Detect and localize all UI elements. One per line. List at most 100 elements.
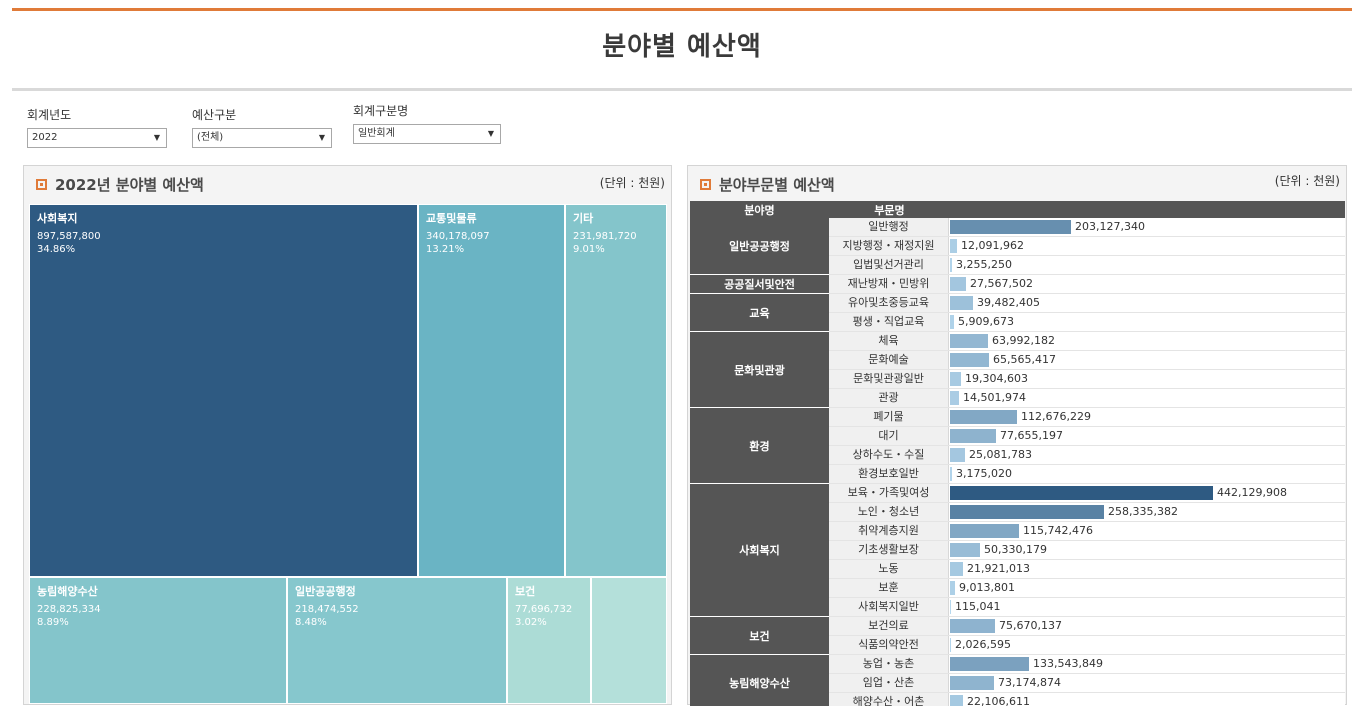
bar — [950, 581, 955, 595]
table-row[interactable]: 해양수산・어촌 22,106,611 — [829, 693, 1345, 706]
bar — [950, 315, 954, 329]
bar-value-label: 12,091,962 — [961, 239, 1024, 252]
bar-value-label: 63,992,182 — [992, 334, 1055, 347]
treemap-tile[interactable]: 기타 231,981,720 9.01% — [565, 204, 667, 577]
sector-label: 문화예술 — [829, 351, 949, 369]
filter-account-value: 일반회계 — [358, 128, 395, 139]
bar-value-label: 39,482,405 — [977, 296, 1040, 309]
tile-share: 34.86% — [37, 244, 76, 255]
tile-share: 9.01% — [573, 244, 605, 255]
tile-label: 기타 — [573, 212, 594, 225]
table-row[interactable]: 보훈 9,013,801 — [829, 579, 1345, 598]
table-row[interactable]: 임업・산촌 73,174,874 — [829, 674, 1345, 693]
bar-value-label: 203,127,340 — [1075, 220, 1145, 233]
sector-label: 해양수산・어촌 — [829, 693, 949, 706]
table-row[interactable]: 노인・청소년 258,335,382 — [829, 503, 1345, 522]
filter-budget-type: 예산구분 (전체) ▼ — [192, 106, 332, 148]
bar-value-label: 65,565,417 — [993, 353, 1056, 366]
table-row[interactable]: 취약계층지원 115,742,476 — [829, 522, 1345, 541]
tile-value: 77,696,732 — [515, 604, 573, 615]
filter-budget-type-select[interactable]: (전체) ▼ — [192, 128, 332, 148]
table-row[interactable]: 상하수도・수질 25,081,783 — [829, 446, 1345, 465]
bar — [950, 543, 980, 557]
table-row[interactable]: 대기 77,655,197 — [829, 427, 1345, 446]
column-header-field: 분야명 — [744, 204, 775, 217]
table-row[interactable]: 입법및선거관리 3,255,250 — [829, 256, 1345, 275]
sector-label: 유아및초중등교육 — [829, 294, 949, 312]
tile-share: 13.21% — [426, 244, 465, 255]
sector-label: 환경보호일반 — [829, 465, 949, 483]
tile-value: 340,178,097 — [426, 231, 490, 242]
treemap-tile[interactable]: 일반공공행정 218,474,552 8.48% — [287, 577, 507, 704]
bar — [950, 258, 952, 272]
table-row[interactable]: 노동 21,921,013 — [829, 560, 1345, 579]
treemap-tile[interactable]: 보건 77,696,732 3.02% — [507, 577, 591, 704]
table-row[interactable]: 지방행정・재정지원 12,091,962 — [829, 237, 1345, 256]
group-label: 교육 — [690, 294, 829, 332]
table-row[interactable]: 기초생활보장 50,330,179 — [829, 541, 1345, 560]
tile-value: 231,981,720 — [573, 231, 637, 242]
page-title: 분야별 예산액 — [602, 32, 762, 62]
bar — [950, 562, 963, 576]
filter-budget-type-value: (전체) — [197, 132, 224, 143]
bar — [950, 619, 995, 633]
table-row[interactable]: 문화예술 65,565,417 — [829, 351, 1345, 370]
tile-share: 3.02% — [515, 617, 547, 628]
sector-label: 취약계층지원 — [829, 522, 949, 540]
chevron-down-icon: ▼ — [153, 133, 160, 142]
treemap-unit: (단위 : 천원) — [599, 176, 665, 190]
sector-label: 보건의료 — [829, 617, 949, 635]
tile-value: 218,474,552 — [295, 604, 359, 615]
sector-label: 보육・가족및여성 — [829, 484, 949, 502]
tile-label: 농림해양수산 — [37, 585, 98, 598]
table-row[interactable]: 농업・농촌 133,543,849 — [829, 655, 1345, 674]
bar — [950, 391, 959, 405]
group-label: 문화및관광 — [690, 332, 829, 408]
table-row[interactable]: 체육 63,992,182 — [829, 332, 1345, 351]
sector-label: 평생・직업교육 — [829, 313, 949, 331]
bar-value-label: 133,543,849 — [1033, 657, 1103, 670]
tile-share: 8.89% — [37, 617, 69, 628]
tile-label: 일반공공행정 — [295, 585, 356, 598]
bar — [950, 296, 973, 310]
treemap-tile[interactable]: 교통및물류 340,178,097 13.21% — [418, 204, 565, 577]
table-row[interactable]: 식품의약안전 2,026,595 — [829, 636, 1345, 655]
table-row[interactable]: 보육・가족및여성 442,129,908 — [829, 484, 1345, 503]
group-label: 공공질서및안전 — [690, 275, 829, 294]
table-row[interactable]: 문화및관광일반 19,304,603 — [829, 370, 1345, 389]
bar — [950, 505, 1104, 519]
table-row[interactable]: 재난방재・민방위 27,567,502 — [829, 275, 1345, 294]
table-row[interactable]: 보건의료 75,670,137 — [829, 617, 1345, 636]
table-row[interactable]: 사회복지일반 115,041 — [829, 598, 1345, 617]
bar — [950, 448, 965, 462]
filter-account-select[interactable]: 일반회계 ▼ — [353, 124, 501, 144]
bar-value-label: 19,304,603 — [965, 372, 1028, 385]
bar — [950, 676, 994, 690]
group-label: 보건 — [690, 617, 829, 655]
filter-year-label: 회계년도 — [27, 108, 72, 122]
table-row[interactable]: 폐기물 112,676,229 — [829, 408, 1345, 427]
sector-label: 식품의약안전 — [829, 636, 949, 654]
treemap-tile[interactable]: 농림해양수산 228,825,334 8.89% — [29, 577, 287, 704]
bar-value-label: 3,175,020 — [956, 467, 1012, 480]
filter-year-select[interactable]: 2022 ▼ — [27, 128, 167, 148]
treemap-tile[interactable]: 사회복지 897,587,800 34.86% — [29, 204, 418, 577]
table-row[interactable]: 관광 14,501,974 — [829, 389, 1345, 408]
sector-label: 대기 — [829, 427, 949, 445]
sector-label: 관광 — [829, 389, 949, 407]
treemap-tile[interactable] — [591, 577, 667, 704]
bar-value-label: 112,676,229 — [1021, 410, 1091, 423]
bar-value-label: 75,670,137 — [999, 619, 1062, 632]
sector-label: 사회복지일반 — [829, 598, 949, 616]
table-row[interactable]: 일반행정 203,127,340 — [829, 218, 1345, 237]
table-row[interactable]: 환경보호일반 3,175,020 — [829, 465, 1345, 484]
sector-label: 체육 — [829, 332, 949, 350]
filter-account-label: 회계구분명 — [353, 104, 409, 118]
bar-value-label: 27,567,502 — [970, 277, 1033, 290]
table-row[interactable]: 평생・직업교육 5,909,673 — [829, 313, 1345, 332]
bar — [950, 429, 996, 443]
bar — [950, 524, 1019, 538]
tile-share: 8.48% — [295, 617, 327, 628]
table-row[interactable]: 유아및초중등교육 39,482,405 — [829, 294, 1345, 313]
tile-label: 보건 — [515, 585, 536, 598]
